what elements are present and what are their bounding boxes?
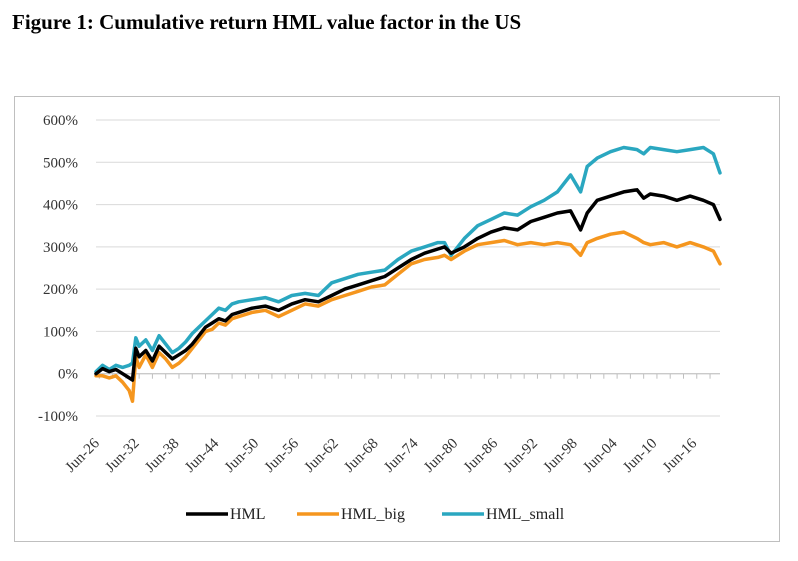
- x-tick-label: Jun-50: [222, 436, 262, 476]
- x-axis-tick-labels: Jun-26 Jun-32 Jun-38 Jun-44 Jun-50 Jun-56 Jun-…: [63, 435, 701, 476]
- x-tick-label: Jun-98: [541, 436, 581, 476]
- x-tick-label: Jun-80: [421, 436, 461, 476]
- chart-frame: [14, 96, 780, 542]
- x-tick-label: Jun-10: [620, 436, 660, 476]
- x-tick-label: Jun-32: [102, 436, 142, 476]
- x-tick-label: Jun-44: [182, 435, 223, 476]
- legend-label: HML_small: [486, 506, 565, 523]
- legend-label: HML: [230, 506, 266, 523]
- y-tick-label: -100%: [38, 409, 78, 425]
- x-tick-label: Jun-86: [461, 435, 502, 476]
- y-tick-label: 300%: [43, 240, 78, 256]
- x-tick-label: Jun-16: [660, 435, 701, 476]
- x-tick-label: Jun-62: [302, 436, 342, 476]
- series-line-hml-big: [94, 230, 722, 403]
- y-tick-label: 100%: [43, 324, 78, 340]
- x-tick-label: Jun-74: [381, 435, 422, 476]
- y-tick-label: 200%: [43, 282, 78, 298]
- x-tick-label: Jun-68: [341, 436, 381, 476]
- y-tick-label: 600%: [43, 113, 78, 129]
- legend: HML HML_big HML_small: [186, 506, 565, 523]
- x-tick-label: Jun-56: [262, 435, 303, 476]
- x-tick-label: Jun-04: [580, 435, 621, 476]
- x-tick-label: Jun-26: [63, 435, 104, 476]
- series-line-hml: [94, 188, 722, 382]
- y-axis-tick-labels: -100% 0% 100% 200% 300% 400% 500% 600%: [38, 113, 78, 425]
- series-line-hml-small: [94, 145, 722, 374]
- figure-title: Figure 1: Cumulative return HML value fa…: [12, 10, 522, 34]
- legend-label: HML_big: [341, 506, 405, 523]
- series-lines: [94, 145, 722, 403]
- x-axis: [96, 373, 720, 379]
- y-tick-label: 400%: [43, 198, 78, 214]
- x-tick-label: Jun-92: [501, 436, 541, 476]
- y-tick-label: 500%: [43, 155, 78, 171]
- y-tick-label: 0%: [58, 367, 78, 383]
- x-tick-label: Jun-38: [142, 436, 182, 476]
